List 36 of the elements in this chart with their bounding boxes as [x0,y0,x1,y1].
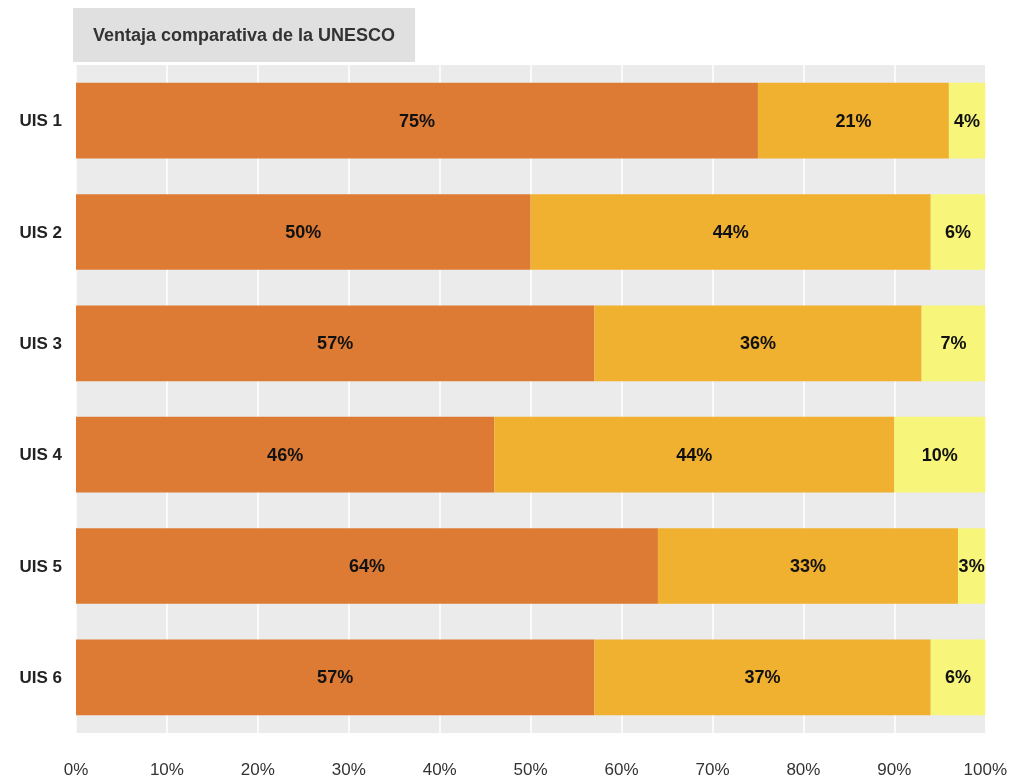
x-tick-label: 60% [604,760,639,778]
data-label: 50% [285,222,322,242]
data-label: 7% [940,333,967,354]
y-tick-label: UIS 5 [19,556,62,576]
data-label: 6% [944,222,971,242]
x-tick-label: 10% [149,760,184,778]
y-tick-label: UIS 4 [19,445,63,465]
x-tick-label: 0% [63,760,89,778]
data-label: 10% [921,444,958,465]
data-label: 3% [958,556,985,576]
x-tick-label: 100% [963,760,1007,778]
x-tick-label: 50% [513,760,548,778]
y-tick-label: UIS 1 [19,111,62,131]
data-label: 21% [835,110,872,131]
data-label: 64% [348,556,385,576]
x-tick-label: 40% [422,760,457,778]
data-label: 57% [317,333,354,354]
x-tick-label: 90% [877,760,912,778]
y-tick-label: UIS 2 [19,222,62,242]
x-tick-label: 80% [786,760,821,778]
data-label: 6% [944,667,971,688]
x-tick-label: 20% [240,760,275,778]
data-label: 33% [789,556,826,576]
y-tick-label: UIS 6 [19,667,62,687]
y-tick-label: UIS 3 [19,333,62,353]
chart-title: Ventaja comparativa de la UNESCO [93,25,396,45]
x-tick-label: 30% [331,760,366,778]
x-tick-label: 70% [695,760,730,778]
data-label: 44% [712,222,749,242]
data-label: 57% [317,667,354,688]
data-label: 46% [267,444,304,465]
data-label: 4% [954,110,981,131]
data-label: 36% [739,333,776,354]
data-label: 44% [676,444,713,465]
data-label: 37% [744,667,781,688]
data-label: 75% [398,110,435,131]
